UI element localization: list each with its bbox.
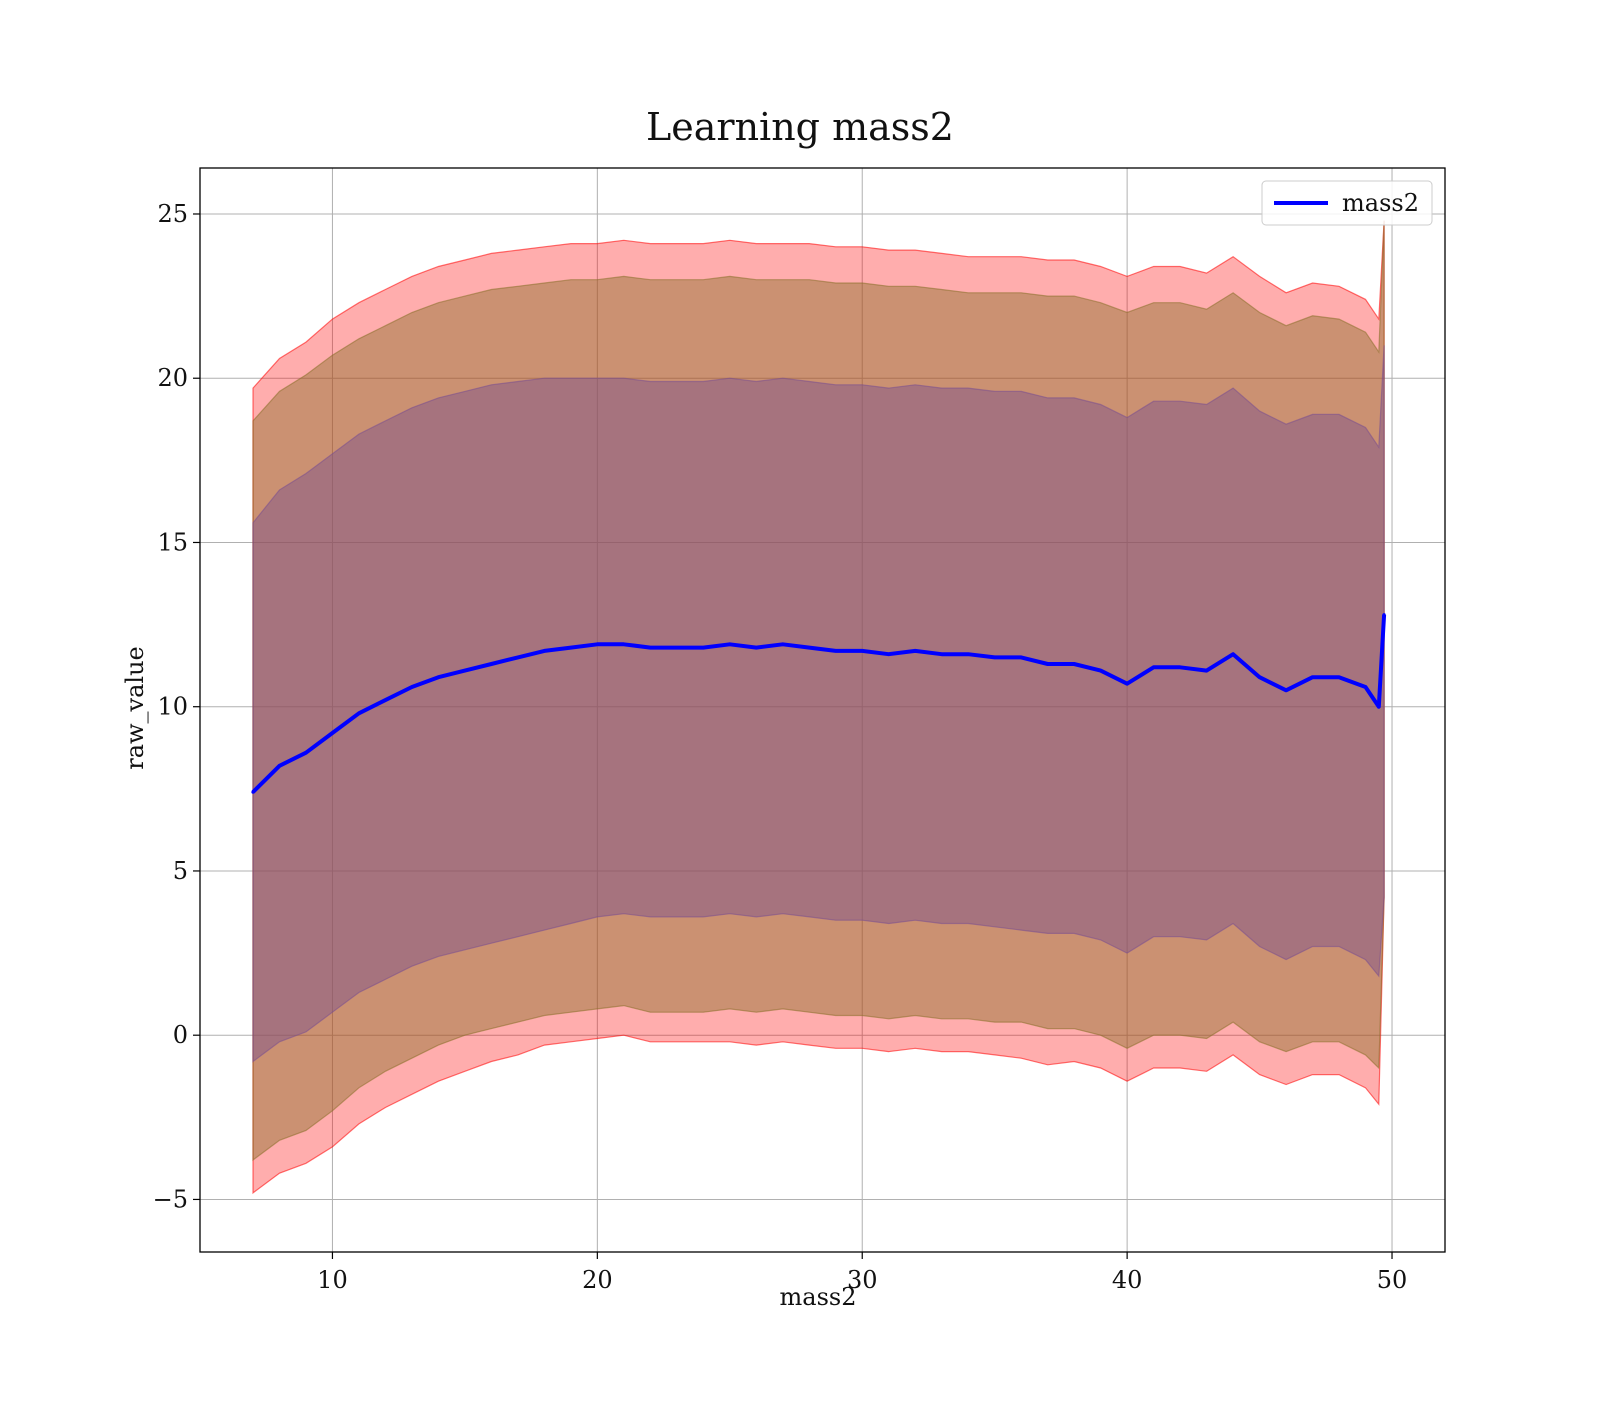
y-tick-label: −5 [153, 1185, 188, 1213]
series-point [1046, 662, 1050, 666]
legend: mass2 [1261, 180, 1433, 226]
series-point [1382, 613, 1386, 617]
series-point [1072, 662, 1076, 666]
chart-title: Learning mass2 [646, 105, 954, 149]
y-tick-label: 5 [173, 857, 188, 885]
series-point [1125, 682, 1129, 686]
series-point [807, 645, 811, 650]
series-point [357, 711, 361, 715]
series-point [1337, 675, 1341, 679]
series-point [304, 751, 308, 755]
series-point [887, 652, 891, 656]
series-point [728, 642, 732, 646]
series-point [675, 645, 679, 650]
series-point [277, 764, 282, 768]
series-point [1377, 705, 1381, 709]
x-tick-label: 10 [317, 1266, 348, 1294]
series-point [701, 645, 705, 650]
series-point [754, 645, 758, 650]
tick-layer: 10 20 30 40 50 −5 0 5 10 15 20 25 [153, 200, 1408, 1294]
axes-frame [199, 167, 1446, 1253]
series-point [569, 645, 573, 650]
y-axis-label: raw_value [121, 646, 149, 770]
series-point [595, 642, 599, 646]
series-point [410, 685, 414, 689]
series-point [383, 698, 388, 702]
series-point [622, 642, 626, 646]
y-tick-label: 25 [157, 200, 188, 228]
inner-band [252, 345, 1385, 1063]
series-point [436, 675, 441, 679]
grid-layer [200, 168, 1445, 1252]
series-point [251, 790, 255, 794]
series-point [463, 668, 467, 673]
series-point [489, 662, 493, 666]
x-tick-label: 30 [847, 1266, 878, 1294]
series-point [940, 652, 944, 656]
series-point [1284, 688, 1288, 692]
series-point [330, 731, 335, 735]
band-layer [252, 220, 1385, 1195]
y-tick-label: 20 [157, 364, 188, 392]
line-layer [251, 613, 1387, 794]
series-point [1204, 668, 1209, 673]
series-point [1231, 652, 1235, 656]
x-tick-label: 50 [1377, 1266, 1408, 1294]
series-point [1257, 675, 1262, 679]
series-point [1310, 675, 1315, 679]
y-tick-label: 10 [157, 693, 188, 721]
series-point [1363, 685, 1368, 689]
series-point [993, 655, 997, 660]
y-tick-label: 15 [157, 528, 188, 556]
y-tick-label: 0 [173, 1021, 188, 1049]
series-point [913, 649, 917, 653]
series-point [781, 642, 785, 646]
series-point [860, 649, 864, 653]
series-point [648, 645, 652, 650]
x-axis-label: mass2 [780, 1283, 857, 1311]
x-tick-label: 40 [1112, 1266, 1143, 1294]
series-point [516, 655, 520, 660]
legend-box [1261, 180, 1433, 226]
x-tick-label: 20 [582, 1266, 613, 1294]
series-point [1099, 668, 1103, 673]
series-point [1152, 665, 1156, 669]
series-point [542, 649, 546, 653]
legend-label: mass2 [1342, 189, 1419, 217]
series-point [966, 652, 970, 656]
series-point [1019, 655, 1023, 660]
series-point [1178, 665, 1182, 669]
series-point [834, 649, 838, 653]
